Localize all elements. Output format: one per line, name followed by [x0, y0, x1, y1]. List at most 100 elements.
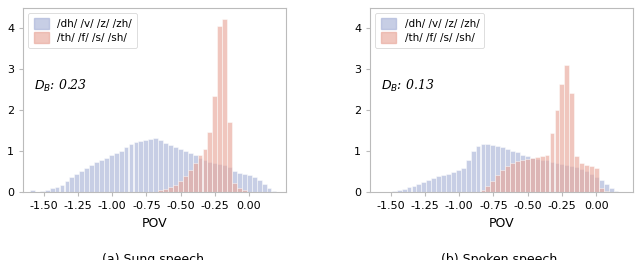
Bar: [242, 190, 247, 192]
Text: $D_B$: 0.13: $D_B$: 0.13: [381, 78, 434, 94]
Bar: [257, 180, 262, 192]
Bar: [461, 168, 466, 192]
Title: (b) Spoken speech.: (b) Spoken speech.: [442, 252, 562, 260]
Bar: [559, 84, 564, 192]
Bar: [397, 190, 401, 192]
Bar: [84, 168, 89, 192]
Bar: [490, 145, 495, 192]
Bar: [148, 139, 153, 192]
Bar: [550, 162, 554, 192]
Bar: [579, 163, 584, 192]
Bar: [525, 159, 530, 192]
Bar: [188, 153, 193, 192]
Bar: [173, 147, 178, 192]
Bar: [202, 160, 207, 192]
Bar: [545, 160, 550, 192]
Bar: [564, 65, 569, 192]
Bar: [114, 153, 118, 192]
Bar: [540, 156, 545, 192]
Bar: [584, 171, 589, 192]
Bar: [183, 151, 188, 192]
Bar: [237, 188, 242, 192]
Bar: [594, 177, 599, 192]
Bar: [570, 166, 574, 192]
Bar: [446, 173, 451, 192]
Bar: [535, 157, 540, 192]
Bar: [94, 162, 99, 192]
Bar: [79, 171, 84, 192]
Bar: [212, 163, 217, 192]
Bar: [421, 182, 426, 192]
Bar: [402, 189, 406, 192]
Bar: [153, 138, 158, 192]
Bar: [129, 144, 133, 192]
Bar: [510, 163, 515, 192]
Bar: [500, 170, 505, 192]
Bar: [232, 171, 237, 192]
Bar: [515, 152, 520, 192]
Bar: [99, 160, 104, 192]
Bar: [183, 176, 188, 192]
Bar: [202, 149, 207, 192]
Bar: [45, 190, 50, 192]
Bar: [510, 151, 515, 192]
Bar: [589, 174, 594, 192]
Bar: [554, 110, 559, 192]
Bar: [486, 186, 490, 192]
Bar: [69, 177, 74, 192]
Bar: [198, 155, 202, 192]
Bar: [554, 163, 559, 192]
Bar: [599, 180, 604, 192]
Bar: [505, 149, 510, 192]
Bar: [247, 175, 252, 192]
Bar: [594, 168, 599, 192]
Bar: [227, 167, 232, 192]
Bar: [530, 158, 534, 192]
Bar: [271, 191, 276, 192]
Bar: [188, 170, 193, 192]
Bar: [222, 19, 227, 192]
Bar: [207, 132, 212, 192]
Bar: [237, 173, 242, 192]
X-axis label: POV: POV: [141, 217, 168, 230]
Bar: [54, 187, 60, 192]
Bar: [451, 172, 456, 192]
Bar: [486, 144, 490, 192]
Legend: /dh/ /v/ /z/ /zh/, /th/ /f/ /s/ /sh/: /dh/ /v/ /z/ /zh/, /th/ /f/ /s/ /sh/: [375, 13, 484, 48]
Bar: [609, 188, 614, 192]
Bar: [158, 140, 163, 192]
Bar: [178, 181, 182, 192]
Bar: [481, 144, 485, 192]
Bar: [525, 156, 530, 192]
Bar: [163, 143, 168, 192]
Bar: [218, 26, 222, 192]
Bar: [60, 185, 65, 192]
Bar: [40, 191, 45, 192]
Bar: [163, 189, 168, 192]
Bar: [530, 158, 534, 192]
Bar: [193, 155, 198, 192]
Bar: [579, 168, 584, 192]
Bar: [262, 184, 266, 192]
Bar: [168, 145, 173, 192]
Bar: [124, 147, 129, 192]
Bar: [267, 188, 271, 192]
Bar: [138, 141, 143, 192]
Bar: [193, 163, 198, 192]
Bar: [74, 174, 79, 192]
Bar: [89, 165, 94, 192]
Bar: [119, 151, 124, 192]
Bar: [207, 162, 212, 192]
Bar: [466, 160, 470, 192]
Bar: [495, 175, 500, 192]
Bar: [520, 155, 525, 192]
Bar: [65, 181, 69, 192]
Bar: [604, 191, 609, 192]
Bar: [441, 175, 446, 192]
Bar: [436, 176, 441, 192]
Bar: [515, 161, 520, 192]
Bar: [481, 190, 485, 192]
Bar: [559, 164, 564, 192]
Bar: [470, 151, 476, 192]
Bar: [584, 165, 589, 192]
